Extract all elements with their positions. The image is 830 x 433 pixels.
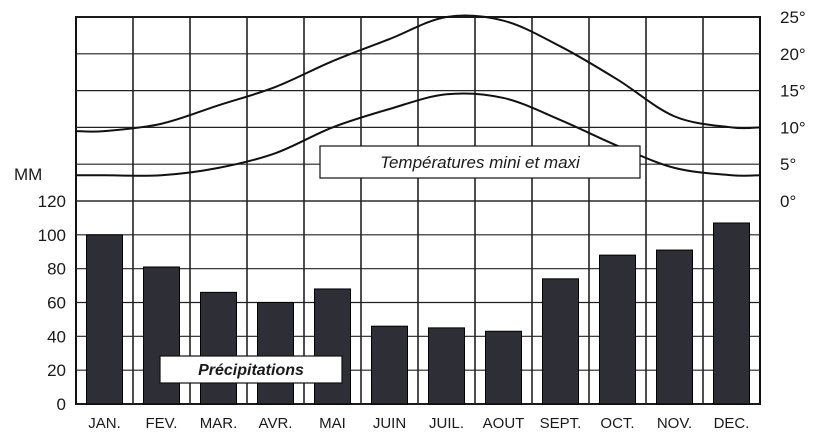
precipitation-bar xyxy=(371,325,408,405)
month-label: JAN. xyxy=(88,415,121,432)
precipitation-legend: Précipitations xyxy=(159,355,343,384)
temperature-min-line xyxy=(75,92,761,177)
precipitation-bar xyxy=(713,222,750,405)
precipitation-bar xyxy=(86,234,123,405)
month-label: NOV. xyxy=(657,415,692,432)
precipitation-axis-ticks: 0 20 40 60 80 100 120 xyxy=(38,192,66,414)
temperature-max-line xyxy=(75,14,761,133)
precipitation-bar xyxy=(599,254,636,405)
month-label: SEPT. xyxy=(540,415,582,432)
precipitation-label: Précipitations xyxy=(198,362,304,379)
temperature-axis-ticks: 0° 5° 10° 15° 20° 25° xyxy=(780,8,806,211)
temperature-tick-label: 20° xyxy=(780,45,806,64)
precipitation-tick-label: 40 xyxy=(47,327,66,346)
precipitation-tick-label: 60 xyxy=(47,294,66,313)
month-label: JUIL. xyxy=(429,415,464,432)
month-label: AVR. xyxy=(259,415,293,432)
precipitation-bar xyxy=(656,249,693,405)
month-label: JUIN xyxy=(373,415,406,432)
precipitation-tick-label: 100 xyxy=(38,226,66,245)
month-label: MAR. xyxy=(200,415,238,432)
precipitation-tick-label: 0 xyxy=(57,395,66,414)
temperature-tick-label: 15° xyxy=(780,82,806,101)
precipitation-unit-label: MM xyxy=(14,165,42,184)
precipitation-tick-label: 120 xyxy=(38,192,66,211)
precipitation-tick-label: 80 xyxy=(47,260,66,279)
precipitation-bar xyxy=(257,302,294,405)
precipitation-bar xyxy=(428,327,465,405)
month-label: DEC. xyxy=(714,415,750,432)
month-labels: JAN. FEV. MAR. AVR. MAI JUIN JUIL. AOUT SEPT. OCT… xyxy=(88,415,749,432)
month-label: FEV. xyxy=(146,415,178,432)
precipitation-bar xyxy=(314,288,351,405)
temperature-tick-label: 10° xyxy=(780,118,806,137)
precipitation-bar xyxy=(542,278,579,405)
temperature-label: Températures mini et maxi xyxy=(380,153,581,172)
temperature-lines xyxy=(75,14,761,177)
precipitation-bar xyxy=(485,330,522,405)
month-label: OCT. xyxy=(600,415,634,432)
precipitation-tick-label: 20 xyxy=(47,361,66,380)
precipitation-bars xyxy=(86,222,750,405)
temperature-tick-label: 0° xyxy=(780,192,796,211)
precipitation-bar xyxy=(200,291,237,405)
temperature-tick-label: 25° xyxy=(780,8,806,27)
temperature-tick-label: 5° xyxy=(780,155,796,174)
temperature-legend: Températures mini et maxi xyxy=(319,145,641,179)
month-label: AOUT xyxy=(483,415,525,432)
month-label: MAI xyxy=(319,415,346,432)
